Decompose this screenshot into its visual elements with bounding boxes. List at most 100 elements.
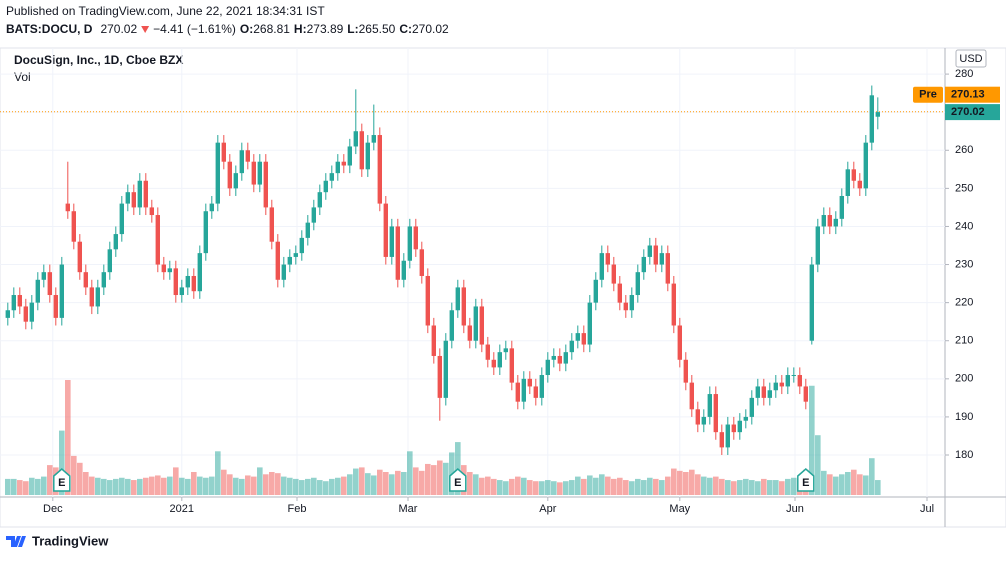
candle-body <box>737 420 742 433</box>
candle-body <box>503 348 508 353</box>
candle-body <box>59 264 64 318</box>
candle-body <box>335 161 340 174</box>
volume-bar <box>215 451 221 495</box>
volume-bar <box>5 478 11 495</box>
volume-bar <box>869 458 875 495</box>
volume-bar <box>779 481 785 495</box>
candle-body <box>155 215 160 265</box>
candle-body <box>353 131 358 147</box>
candle-body <box>605 253 610 265</box>
volume-bar <box>485 476 491 495</box>
footer-logo: TradingView <box>6 533 109 548</box>
candle-body <box>767 390 772 398</box>
volume-bar <box>77 462 83 495</box>
volume-bar <box>353 468 359 495</box>
candle-body <box>317 192 322 208</box>
ohlc-value: 270.02 <box>412 22 449 36</box>
candle-body <box>47 272 52 296</box>
volume-bar <box>131 480 137 495</box>
volume-bar <box>665 476 671 495</box>
volume-bar <box>755 481 761 495</box>
candle-body <box>875 112 880 117</box>
candle-body <box>701 416 706 425</box>
candle-body <box>599 253 604 280</box>
volume-bar <box>101 478 107 495</box>
volume-bar <box>695 474 701 495</box>
candle-body <box>209 203 214 212</box>
candle-body <box>53 295 58 318</box>
logo-icon <box>6 536 26 547</box>
candle-body <box>281 264 286 280</box>
volume-bar <box>185 478 191 495</box>
candle-body <box>359 131 364 170</box>
x-tick-label: Feb <box>288 503 307 515</box>
candle-body <box>275 241 280 280</box>
candle-body <box>491 359 496 368</box>
candle-body <box>245 150 250 162</box>
candle-body <box>593 279 598 303</box>
volume-bar <box>827 474 833 495</box>
volume-bar <box>365 473 371 495</box>
ohlc-label: C: <box>399 22 412 36</box>
candle-body <box>77 241 82 273</box>
candle-body <box>785 375 790 387</box>
volume-bar <box>173 467 179 495</box>
volume-bar <box>713 476 719 495</box>
volume-bar <box>497 480 503 495</box>
volume-bar <box>569 480 575 495</box>
candle-body <box>299 237 304 254</box>
candle-body <box>479 306 484 345</box>
candle-body <box>233 173 238 189</box>
candle-body <box>629 295 634 311</box>
volume-bar <box>593 477 599 495</box>
volume-bar <box>875 480 881 495</box>
candle-body <box>29 302 34 322</box>
candle-body <box>869 95 874 143</box>
volume-bar <box>491 478 497 495</box>
candle-body <box>311 207 316 223</box>
volume-bar <box>467 472 473 495</box>
candle-body <box>203 211 208 254</box>
volume-bar <box>347 474 353 495</box>
y-tick-label: 260 <box>955 144 973 156</box>
y-tick-label: 250 <box>955 182 973 194</box>
volume-bar <box>359 467 365 495</box>
volume-bar <box>575 476 581 495</box>
volume-bar <box>161 477 167 495</box>
volume-bar <box>203 477 209 495</box>
candle-body <box>713 394 718 433</box>
volume-bar <box>41 476 47 495</box>
volume-bar <box>179 477 185 495</box>
candle-body <box>17 295 22 307</box>
candle-body <box>11 295 16 311</box>
volume-bar <box>311 477 317 495</box>
volume-bar <box>29 477 35 495</box>
candle-body <box>473 306 478 341</box>
earnings-event: E <box>797 468 815 492</box>
candle-body <box>23 306 28 322</box>
volume-bar <box>821 470 827 495</box>
volume-bar <box>863 475 869 495</box>
volume-bar <box>749 480 755 495</box>
candle-body <box>845 169 850 196</box>
volume-bar <box>89 476 95 495</box>
candle-body <box>89 287 94 307</box>
candle-body <box>611 264 616 284</box>
y-tick-label: 230 <box>955 258 973 270</box>
candle-body <box>719 432 724 448</box>
volume-bar <box>851 469 857 495</box>
volume-bar <box>437 460 443 495</box>
candle-body <box>227 161 232 189</box>
candle-body <box>5 310 10 318</box>
y-tick-label: 200 <box>955 373 973 385</box>
volume-bar <box>107 480 113 495</box>
volume-bar <box>227 474 233 495</box>
candle-body <box>665 253 670 284</box>
candle-body <box>539 375 544 398</box>
candle-body <box>707 394 712 417</box>
volume-bar <box>419 470 425 495</box>
x-tick-label: Jul <box>920 503 934 515</box>
candle-body <box>161 264 166 273</box>
candle-body <box>35 279 40 303</box>
